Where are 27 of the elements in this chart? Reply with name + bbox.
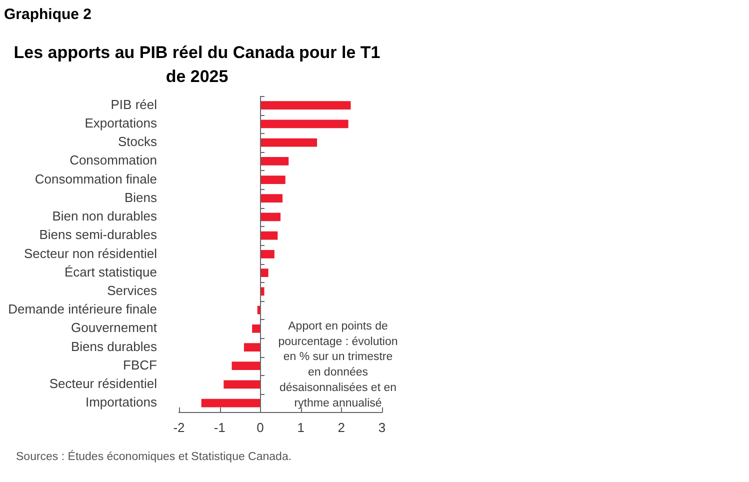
y-tick-label: Biens semi-durables: [39, 227, 158, 242]
y-tick-label: Importations: [85, 394, 158, 410]
y-tick-label: Gouvernement: [71, 320, 158, 336]
x-tick-label: 1: [297, 420, 304, 435]
x-tick-label: 2: [338, 420, 346, 435]
x-tick-label: -1: [214, 420, 226, 435]
y-tick-label: Écart statistique: [64, 264, 157, 280]
y-tick-label: Secteur résidentiel: [49, 376, 158, 392]
y-tick-label: Demande intérieure finale: [8, 302, 157, 317]
y-tick-label: Consommation finale: [34, 171, 157, 186]
y-tick-label: Bien non durables: [52, 208, 158, 224]
x-tick-label: -2: [173, 420, 185, 435]
x-tick-label: 0: [256, 420, 264, 435]
y-tick-label: Services: [107, 283, 158, 298]
source-note: Sources : Études économiques et Statistique Canada.: [16, 450, 292, 463]
y-tick-label: Biens durables: [71, 338, 158, 354]
y-tick-label: PIB réel: [110, 96, 158, 112]
y-tick-label: Stocks: [118, 134, 158, 150]
chart-title: Les apports au PIB réel du Canada pour le T1 de 2025: [14, 43, 380, 86]
y-tick-label: Biens: [124, 190, 158, 205]
x-tick-label: 3: [378, 420, 386, 435]
y-tick-label: Secteur non résidentiel: [24, 246, 158, 261]
y-tick-label: FBCF: [123, 357, 158, 372]
y-tick-label: Consommation: [70, 152, 157, 168]
y-tick-label: Exportations: [84, 115, 158, 130]
annotation: Apport en points de pourcentage : évolution en % sur un trimestre en données désaisonnalisées et en rythme annualisé: [278, 320, 398, 410]
text: Graphique 2: [4, 6, 92, 23]
